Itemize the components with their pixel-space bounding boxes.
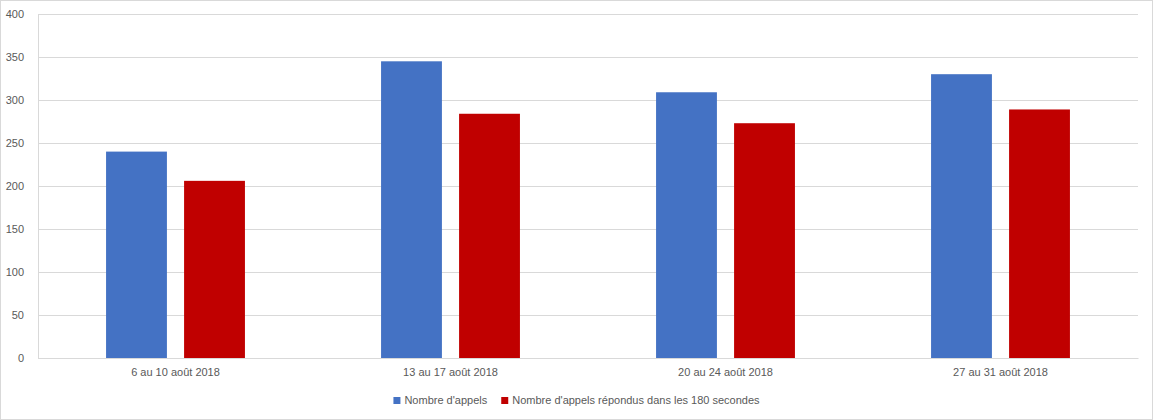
grid-line: [38, 14, 1138, 15]
x-tick-label: 13 au 17 août 2018: [403, 366, 498, 378]
y-tick: 400: [6, 8, 1138, 20]
bar: [106, 152, 167, 358]
x-tick: 6 au 10 août 2018: [131, 358, 220, 378]
y-tick-label: 0: [18, 352, 24, 364]
chart: 0 50 100 150 200 250 300 350 400 6 au 10 août 201…: [0, 0, 1153, 420]
legend-item: Nombre d'appels répondus dans les 180 se…: [501, 394, 760, 406]
bar: [381, 61, 442, 358]
y-tick-label: 350: [6, 51, 24, 63]
legend-label: Nombre d'appels: [404, 394, 487, 406]
y-tick: 350: [6, 51, 1138, 63]
bar: [734, 123, 795, 358]
legend-item: Nombre d'appels: [393, 394, 487, 406]
x-axis: 6 au 10 août 2018 13 au 17 août 2018 20 au…: [39, 358, 1139, 378]
chart-frame: [1, 1, 1153, 420]
legend-swatch: [501, 397, 508, 404]
y-axis: 0 50 100 150 200 250 300 350 400: [6, 8, 1138, 364]
x-tick: 20 au 24 août 2018: [678, 358, 773, 378]
x-tick-label: 6 au 10 août 2018: [131, 366, 220, 378]
y-tick-label: 250: [6, 137, 24, 149]
y-axis-line: [39, 15, 1139, 359]
x-tick-label: 27 au 31 août 2018: [953, 366, 1048, 378]
y-tick-label: 400: [6, 8, 24, 20]
y-tick-label: 300: [6, 94, 24, 106]
legend-label: Nombre d'appels répondus dans les 180 se…: [512, 394, 760, 406]
y-tick-label: 200: [6, 180, 24, 192]
plot: 0 50 100 150 200 250 300 350 400 6 au 10 août 201…: [6, 8, 1139, 378]
x-tick-label: 20 au 24 août 2018: [678, 366, 773, 378]
bar: [1009, 109, 1070, 358]
legend-swatch: [393, 397, 400, 404]
grid-line: [38, 358, 1138, 359]
bar: [931, 74, 992, 358]
y-tick-label: 100: [6, 266, 24, 278]
x-tick: 27 au 31 août 2018: [953, 358, 1048, 378]
grid-line: [38, 57, 1138, 58]
bar: [459, 114, 520, 358]
legend: Nombre d'appels Nombre d'appels répondus …: [393, 394, 760, 406]
bar: [656, 92, 717, 358]
x-axis-line: [39, 358, 1139, 359]
y-tick-label: 150: [6, 223, 24, 235]
x-tick: 13 au 17 août 2018: [403, 358, 498, 378]
y-tick-label: 50: [12, 309, 24, 321]
bars: [106, 61, 1070, 358]
bar: [184, 181, 245, 358]
